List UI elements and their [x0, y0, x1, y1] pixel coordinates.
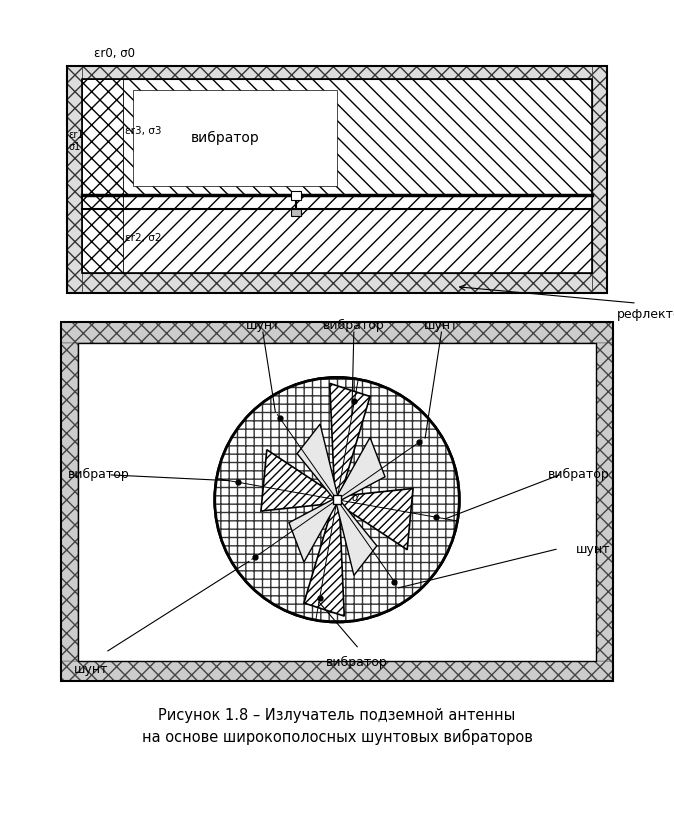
Polygon shape [297, 424, 338, 501]
Text: рефлектор: рефлектор [617, 308, 674, 321]
Text: вибратор: вибратор [67, 468, 129, 482]
Ellipse shape [215, 377, 459, 622]
Text: вибратор: вибратор [326, 656, 388, 669]
Bar [61, 322, 613, 343]
Text: вибратор: вибратор [548, 468, 610, 482]
Polygon shape [330, 383, 370, 501]
Bar [291, 192, 301, 200]
Text: εr0, σ0: εr0, σ0 [94, 47, 135, 60]
Text: вибратор: вибратор [191, 131, 259, 145]
Text: εr3, σ3: εr3, σ3 [125, 126, 162, 136]
Bar [61, 322, 613, 681]
Bar [82, 78, 123, 273]
Text: шунт: шунт [245, 319, 280, 332]
Bar [78, 343, 596, 661]
Bar [61, 343, 78, 661]
Bar [67, 66, 82, 293]
Polygon shape [337, 488, 413, 550]
Ellipse shape [215, 377, 459, 622]
Bar [334, 495, 341, 504]
Polygon shape [336, 498, 377, 576]
Text: α: α [352, 493, 359, 503]
Bar [82, 196, 592, 273]
Text: шунт: шунт [424, 319, 459, 332]
Bar [133, 91, 337, 186]
Text: вибратор: вибратор [323, 319, 385, 332]
Bar [291, 210, 301, 216]
Bar [592, 66, 607, 293]
Bar [61, 322, 613, 681]
Text: шунт: шунт [74, 663, 109, 676]
Bar [67, 66, 607, 293]
Polygon shape [261, 449, 337, 511]
Polygon shape [289, 497, 338, 562]
Text: на основе широкополосных шунтовых вибраторов: на основе широкополосных шунтовых вибрат… [142, 729, 532, 745]
Polygon shape [336, 438, 385, 502]
Bar [67, 66, 607, 293]
Text: Рисунок 1.8 – Излучатель подземной антенны: Рисунок 1.8 – Излучатель подземной антен… [158, 708, 516, 723]
Bar [61, 661, 613, 681]
Bar [82, 78, 592, 196]
Text: εr2, σ2: εr2, σ2 [125, 233, 162, 243]
Bar [82, 78, 592, 273]
Bar [596, 343, 613, 661]
Polygon shape [304, 499, 344, 616]
Bar [82, 273, 592, 293]
Text: шунт: шунт [576, 543, 610, 556]
Text: εr1
σ1: εr1 σ1 [69, 131, 84, 152]
Bar [82, 66, 592, 78]
